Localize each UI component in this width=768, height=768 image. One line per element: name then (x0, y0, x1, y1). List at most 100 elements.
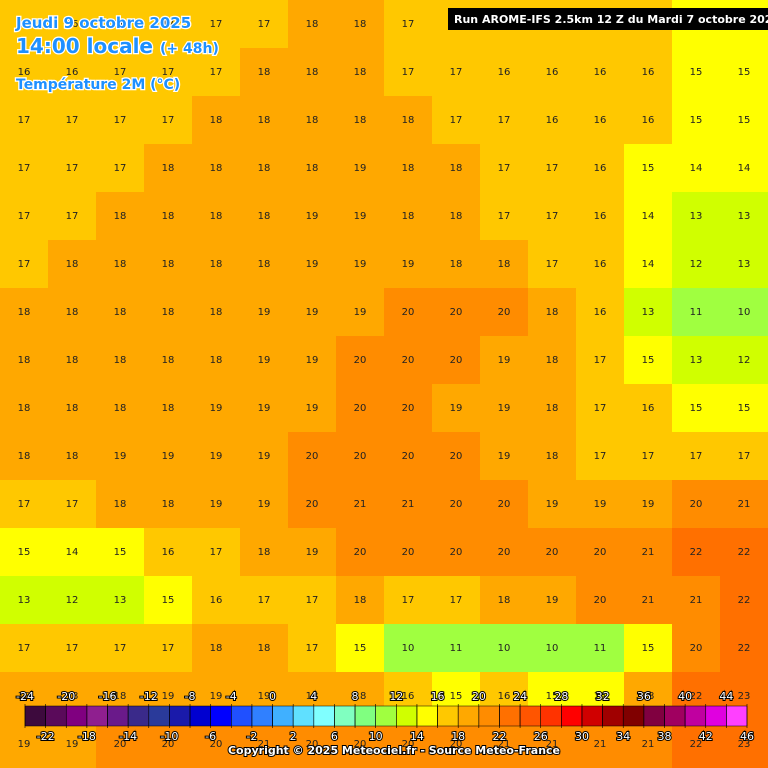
colorbar-label: 36 (637, 690, 651, 703)
cell (96, 144, 145, 193)
cell (720, 720, 768, 768)
colorbar-swatch (478, 705, 500, 727)
colorbar-swatch (602, 705, 624, 727)
cell-value: 16 (114, 19, 127, 30)
cell (336, 288, 385, 337)
cell-value: 18 (498, 259, 511, 270)
cell-value: 15 (738, 403, 751, 414)
cell-value: 19 (258, 355, 271, 366)
cell (624, 96, 673, 145)
cell-value: 19 (162, 691, 175, 702)
cell (384, 624, 433, 673)
colorbar-label: 42 (699, 730, 713, 743)
cell-value: 14 (738, 163, 751, 174)
cell (624, 528, 673, 577)
cell-value: 18 (642, 691, 655, 702)
cell-value: 13 (642, 307, 655, 318)
colorbar-swatch (251, 705, 273, 727)
cell-value: 18 (450, 163, 463, 174)
cell (144, 528, 193, 577)
cell (672, 720, 721, 768)
cell (720, 384, 768, 433)
cell-value: 18 (258, 547, 271, 558)
cell (576, 624, 625, 673)
cell-value: 20 (402, 451, 415, 462)
cell (672, 192, 721, 241)
cell (672, 240, 721, 289)
cell (576, 480, 625, 529)
cell (288, 336, 337, 385)
cell (192, 0, 241, 49)
cell (192, 192, 241, 241)
colorbar-label: 34 (616, 730, 630, 743)
cell-value: 19 (114, 451, 127, 462)
cell-value: 18 (258, 67, 271, 78)
cell-value: 10 (402, 643, 415, 654)
cell-value: 17 (162, 19, 175, 30)
cell (480, 384, 529, 433)
cell-value: 19 (306, 547, 319, 558)
cell (0, 0, 49, 49)
cell-value: 19 (258, 307, 271, 318)
cell-value: 15 (642, 163, 655, 174)
cell-value: 18 (114, 307, 127, 318)
cell-value: 18 (210, 307, 223, 318)
cell (480, 624, 529, 673)
cell-value: 18 (18, 451, 31, 462)
cell-value: 20 (354, 739, 367, 750)
cell-value: 18 (18, 691, 31, 702)
cell-value: 18 (114, 211, 127, 222)
cell (192, 624, 241, 673)
cell-value: 18 (546, 307, 559, 318)
cell-value: 17 (402, 19, 415, 30)
cell (48, 720, 97, 768)
colorbar-swatch (231, 705, 253, 727)
cell-value: 23 (738, 691, 751, 702)
cell-value: 19 (354, 259, 367, 270)
cell-value: 21 (354, 499, 367, 510)
colorbar-swatch (189, 705, 211, 727)
cell (192, 96, 241, 145)
cell-value: 19 (546, 595, 559, 606)
cell-value: 20 (498, 547, 511, 558)
cell-value: 19 (498, 403, 511, 414)
cell (192, 576, 241, 625)
cell (288, 528, 337, 577)
cell-value: 22 (690, 547, 703, 558)
cell-value: 18 (354, 19, 367, 30)
cell-value: 19 (66, 739, 79, 750)
cell-value: 19 (306, 211, 319, 222)
cell-value: 18 (546, 403, 559, 414)
overlay: Jeudi 9 octobre 2025 14:00 locale (+ 48h… (14, 8, 768, 758)
cell-value: 21 (690, 595, 703, 606)
cell-value: 17 (18, 211, 31, 222)
cell (672, 144, 721, 193)
cell-value: 20 (402, 739, 415, 750)
cell-value: 18 (66, 451, 79, 462)
cell (576, 720, 625, 768)
cell (240, 240, 289, 289)
cell (96, 192, 145, 241)
cell-value: 16 (594, 115, 607, 126)
cell (288, 384, 337, 433)
cell-value: 16 (546, 115, 559, 126)
cell (48, 48, 97, 97)
cell-value: 17 (450, 67, 463, 78)
cell-value: 17 (450, 595, 463, 606)
cell (480, 576, 529, 625)
cell (48, 624, 97, 673)
cell-value: 16 (498, 67, 511, 78)
cell (432, 96, 481, 145)
cell (96, 624, 145, 673)
cell (576, 336, 625, 385)
cell (48, 192, 97, 241)
cell-value: 17 (18, 499, 31, 510)
cell-value: 15 (18, 547, 31, 558)
cell-value: 20 (402, 547, 415, 558)
lead: (+ 48h) (160, 41, 219, 57)
colorbar-swatch (396, 705, 418, 727)
cell (576, 432, 625, 481)
cell (672, 288, 721, 337)
cell (0, 528, 49, 577)
cell-value: 19 (354, 307, 367, 318)
